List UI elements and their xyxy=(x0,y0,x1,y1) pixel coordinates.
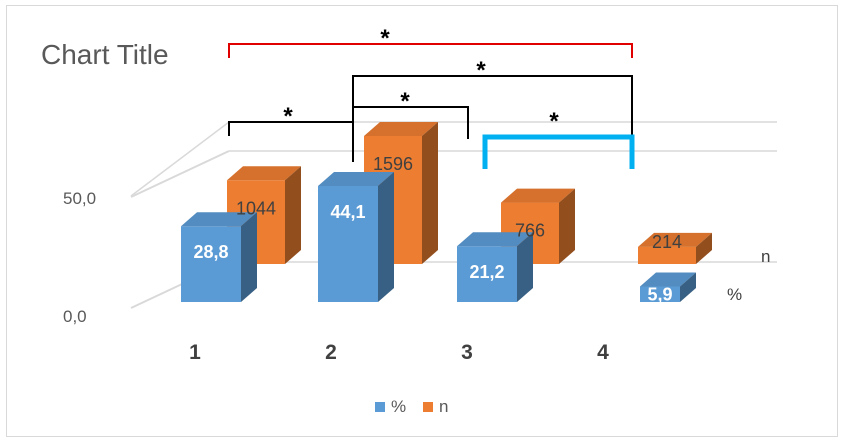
data-label-percent: 28,8 xyxy=(193,242,228,262)
significance-star: * xyxy=(283,103,293,130)
legend-swatch-n xyxy=(423,402,433,412)
depth-axis-label-percent: % xyxy=(727,285,742,304)
category-labels: 1 2 3 4 xyxy=(189,341,609,364)
bar-percent-3 xyxy=(457,232,533,302)
data-labels: 1044 1596 766 214 28,8 44,1 21,2 5,9 xyxy=(193,154,682,304)
y-tick-label: 0,0 xyxy=(63,307,87,326)
data-label-percent: 5,9 xyxy=(647,284,672,304)
gridline-50 xyxy=(130,150,230,198)
significance-brackets: * * * * * xyxy=(228,25,635,169)
bar-percent-1 xyxy=(181,212,257,302)
depth-axis-label-n: n xyxy=(761,247,770,266)
significance-bracket: * xyxy=(352,88,469,139)
legend-label-percent: % xyxy=(391,397,406,416)
significance-star: * xyxy=(549,108,559,135)
chart-title: Chart Title xyxy=(41,39,169,70)
data-label-n: 766 xyxy=(515,221,545,241)
data-label-percent: 44,1 xyxy=(330,202,365,222)
chart-frame: Chart Title 50,0 0,0 1044 1596 766 214 28,8 4… xyxy=(6,5,838,437)
category-label: 2 xyxy=(325,341,337,364)
bars-series-percent xyxy=(181,172,696,302)
significance-bracket: * xyxy=(228,103,354,136)
legend-label-n: n xyxy=(439,397,448,416)
bar-percent-2 xyxy=(318,172,394,302)
data-label-percent: 21,2 xyxy=(469,262,504,282)
significance-star: * xyxy=(400,88,410,115)
significance-bracket: * xyxy=(482,108,635,169)
category-label: 4 xyxy=(597,341,609,364)
legend: % n xyxy=(375,397,448,416)
data-label-n: 214 xyxy=(652,232,682,252)
legend-swatch-percent xyxy=(375,402,385,412)
gridline-top xyxy=(130,121,230,197)
chart-canvas: Chart Title 50,0 0,0 1044159676621428,84… xyxy=(41,25,777,416)
data-label-n: 1596 xyxy=(373,154,413,174)
bar-n-4 xyxy=(638,232,712,264)
significance-bracket: * xyxy=(228,25,633,58)
significance-star: * xyxy=(476,57,486,84)
bar-percent-4 xyxy=(640,272,696,302)
y-tick-label: 50,0 xyxy=(63,189,96,208)
category-label: 3 xyxy=(461,341,473,364)
data-label-n: 1044 xyxy=(236,198,276,218)
significance-star: * xyxy=(380,25,390,52)
category-label: 1 xyxy=(189,341,201,364)
